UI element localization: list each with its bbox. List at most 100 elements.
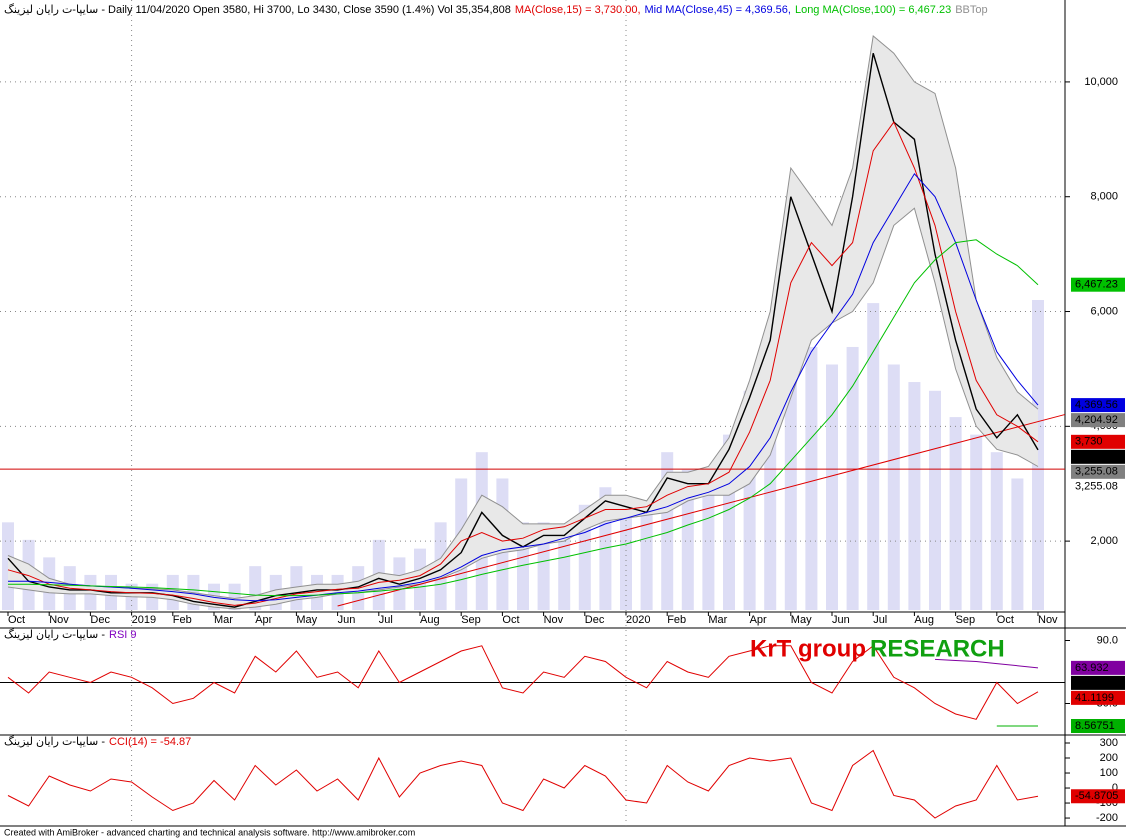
series-line <box>7 749 1039 819</box>
y-tick-label: 90.0 <box>1097 634 1118 646</box>
y-tick-label: 6,000 <box>1090 305 1118 317</box>
value-label: 3,255.08 <box>1075 481 1118 493</box>
bollinger-upper <box>7 35 1039 600</box>
value-box <box>1071 464 1125 479</box>
x-tick-label: Nov <box>544 614 564 626</box>
panel-header: سایپا-ت رایان لیزینگ - Daily 11/04/2020 … <box>4 3 988 16</box>
x-tick-label: Oct <box>502 614 519 626</box>
x-tick-label: Feb <box>667 614 686 626</box>
y-tick-label: 100 <box>1100 767 1118 779</box>
value-box <box>1071 690 1125 705</box>
series-line <box>8 239 1039 597</box>
x-tick-label: Aug <box>420 614 440 626</box>
watermark: KrT group <box>750 635 866 662</box>
x-tick-label: Apr <box>255 614 272 626</box>
y-tick-label: 8,000 <box>1090 191 1118 203</box>
x-tick-label: Mar <box>214 614 233 626</box>
value-box <box>1071 675 1125 690</box>
x-tick-label: Nov <box>1038 614 1058 626</box>
x-tick-label: 2019 <box>132 614 156 626</box>
y-tick-label: -200 <box>1096 812 1118 824</box>
value-box-label: -54.8705 <box>1075 790 1118 802</box>
x-tick-label: Feb <box>173 614 192 626</box>
value-box-label: 6,467.23 <box>1075 279 1118 291</box>
value-box <box>1071 413 1125 428</box>
volume-bar <box>887 364 900 610</box>
volume-bar <box>867 303 880 610</box>
value-box-label: 4,369.56 <box>1075 399 1118 411</box>
x-tick-label: Sep <box>461 614 481 626</box>
volume-bar <box>1011 478 1024 610</box>
value-box-label: 41.1199 <box>1075 692 1114 704</box>
value-box-label: 3,730 <box>1075 436 1103 448</box>
volume-bar <box>640 504 653 610</box>
legend-entry: Long MA(Close,100) = 6,467.23 <box>795 4 951 16</box>
legend-entry: CCI(14) = -54.87 <box>109 736 191 748</box>
x-tick-label: May <box>791 614 812 626</box>
legend-entry: Mid MA(Close,45) = 4,369.56, <box>645 4 791 16</box>
value-box-label: 50 <box>1075 677 1087 689</box>
panel-title: RSI 9 <box>109 629 137 641</box>
y-tick-label: 0 <box>1112 782 1118 794</box>
panel-header: سایپا-ت رایان لیزینگ - RSI 9 <box>4 628 137 641</box>
volume-bar <box>949 417 962 610</box>
series-line <box>8 172 1039 602</box>
x-tick-label: May <box>296 614 317 626</box>
x-tick-label: Oct <box>8 614 25 626</box>
x-tick-label: Jul <box>873 614 887 626</box>
x-tick-label: Nov <box>49 614 69 626</box>
series-line <box>934 658 1039 669</box>
x-tick-label: Dec <box>585 614 605 626</box>
value-box-label: 3,255.08 <box>1075 466 1118 478</box>
value-box-label: 3,590 <box>1075 451 1103 463</box>
value-box <box>1071 434 1125 449</box>
watermark: RESEARCH <box>870 635 1005 662</box>
volume-bar <box>846 346 859 610</box>
volume-bar <box>558 531 571 610</box>
value-box <box>1071 719 1125 734</box>
series-line <box>7 645 1039 720</box>
header-text: سایپا-ت رایان لیزینگ - Daily 11/04/2020 … <box>4 3 511 16</box>
bollinger-lower <box>7 207 1039 610</box>
value-box-label: 63.932 <box>1075 662 1109 674</box>
y-tick-label: 2,000 <box>1090 535 1118 547</box>
x-tick-label: Sep <box>956 614 976 626</box>
y-tick-label: 10,000 <box>1084 76 1118 88</box>
value-box-label: 8.56751 <box>1075 720 1115 732</box>
header-text: سایپا-ت رایان لیزینگ - <box>4 628 105 641</box>
trendline <box>337 414 1065 607</box>
volume-bar <box>702 478 715 610</box>
y-tick-label: 300 <box>1100 737 1118 749</box>
volume-bar <box>805 346 818 610</box>
volume-bar <box>970 434 983 610</box>
x-tick-label: 2020 <box>626 614 650 626</box>
x-tick-label: Jun <box>832 614 850 626</box>
header-text: سایپا-ت رایان لیزینگ - <box>4 735 105 748</box>
value-box <box>1071 449 1125 464</box>
value-box <box>1071 277 1125 292</box>
volume-bar <box>681 469 694 610</box>
legend-entry: MA(Close,15) = 3,730.00, <box>515 4 641 16</box>
series-line <box>7 121 1039 606</box>
volume-bar <box>929 390 941 610</box>
value-box <box>1071 660 1125 675</box>
footer: Created with AmiBroker - advanced charti… <box>4 827 415 837</box>
volume-bar <box>908 382 921 610</box>
x-tick-label: Mar <box>708 614 727 626</box>
x-tick-label: Apr <box>750 614 767 626</box>
x-tick-label: Dec <box>90 614 110 626</box>
panel-header: سایپا-ت رایان لیزینگ - CCI(14) = -54.87 <box>4 735 191 748</box>
x-tick-label: Jun <box>338 614 356 626</box>
x-tick-label: Oct <box>997 614 1014 626</box>
value-box-label: 4,204.92 <box>1075 414 1118 426</box>
y-tick-label: 200 <box>1100 752 1118 764</box>
legend-entry: BBTop <box>955 4 987 16</box>
x-tick-label: Aug <box>914 614 934 626</box>
x-tick-label: Jul <box>379 614 393 626</box>
volume-bar <box>826 364 838 610</box>
value-box <box>1071 789 1125 804</box>
